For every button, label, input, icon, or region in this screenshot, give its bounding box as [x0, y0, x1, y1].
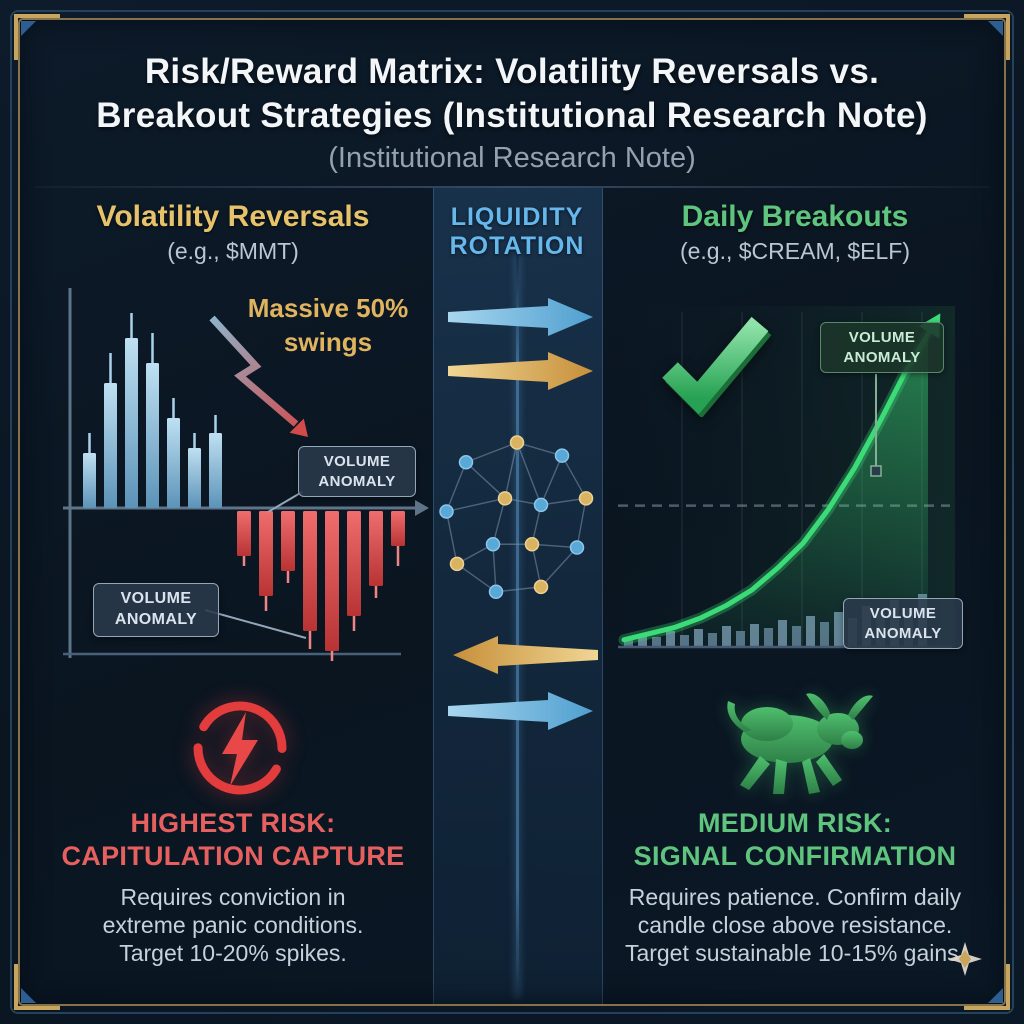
- corner-ornament-icon: [14, 964, 60, 1010]
- right-risk-body-line2: candle close above resistance.: [637, 912, 953, 938]
- swing-annotation: Massive 50% swings: [247, 293, 409, 357]
- liquidity-network-diagram: [439, 435, 594, 600]
- lightning-icon: [193, 701, 287, 795]
- left-arrow-icon-gold: [453, 636, 598, 674]
- right-panel-subheading: (e.g., $CREAM, $ELF): [679, 238, 911, 264]
- page-subtitle: (Institutional Research Note): [328, 142, 696, 174]
- right-risk-body-line3: Target sustainable 10-15% gains.: [624, 940, 966, 966]
- right-panel-heading: Daily Breakouts: [681, 200, 909, 233]
- left-panel-heading: Volatility Reversals: [96, 200, 370, 233]
- title-divider: [34, 186, 990, 188]
- right-arrow-icon-blue-bottom: [448, 692, 593, 730]
- page-title-line2: Breakout Strategies (Institutional Resea…: [96, 96, 928, 135]
- right-arrow-icon-blue-top: [448, 298, 593, 336]
- left-risk-body-line3: Target 10-20% spikes.: [119, 940, 347, 966]
- volume-anomaly-badge-4: VOLUME ANOMALY: [843, 598, 963, 649]
- left-panel-subheading: (e.g., $MMT): [167, 238, 299, 264]
- right-risk-title-line1: MEDIUM RISK:: [697, 808, 893, 838]
- volume-anomaly-badge-1: VOLUME ANOMALY: [298, 446, 416, 497]
- left-risk-body-line2: extreme panic conditions.: [102, 912, 364, 938]
- center-flow-line: [516, 255, 519, 998]
- sparkle-icon: [948, 942, 982, 976]
- page-title-line1: Risk/Reward Matrix: Volatility Reversals…: [144, 52, 880, 91]
- right-risk-body-line1: Requires patience. Confirm daily: [628, 884, 962, 910]
- check-icon: [662, 316, 772, 417]
- volume-anomaly-badge-3: VOLUME ANOMALY: [820, 322, 944, 373]
- right-risk-title-line2: SIGNAL CONFIRMATION: [633, 841, 957, 871]
- reversal-candlestick-chart: [63, 288, 429, 661]
- left-risk-title-line1: HIGHEST RISK:: [130, 808, 336, 838]
- volume-anomaly-badge-2: VOLUME ANOMALY: [93, 583, 219, 637]
- left-risk-body-line1: Requires conviction in: [120, 884, 346, 910]
- liquidity-heading-line2: ROTATION: [449, 232, 585, 260]
- left-risk-title-line2: CAPITULATION CAPTURE: [61, 841, 405, 871]
- liquidity-heading-line1: LIQUIDITY: [450, 203, 584, 231]
- right-arrow-icon-gold: [448, 352, 593, 390]
- bull-icon: [727, 693, 873, 794]
